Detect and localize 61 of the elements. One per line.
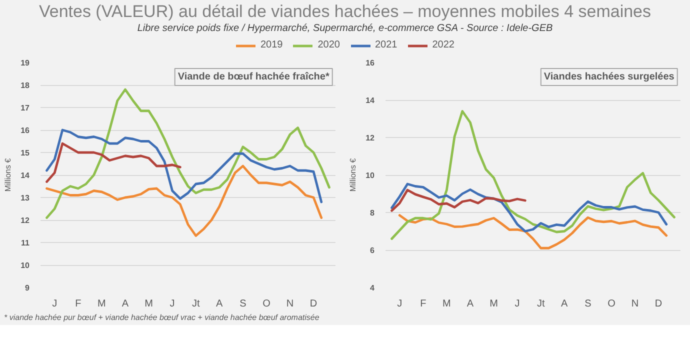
y-tick-label: 11 [21, 238, 30, 248]
x-tick-label: A [122, 298, 129, 310]
x-tick-label: A [466, 298, 474, 310]
line-series [390, 110, 676, 240]
line-series [46, 128, 323, 204]
legend-label: 2021 [375, 40, 398, 50]
y-tick-label: 16 [20, 126, 30, 135]
y-tick-label: 12 [366, 134, 376, 142]
x-tick-label: D [310, 298, 318, 310]
y-tick-label: 18 [20, 81, 30, 90]
y-tick-label: 4 [370, 284, 376, 292]
x-tick-label: A [216, 298, 224, 310]
x-tick-label: F [420, 298, 426, 310]
y-tick-label: 14 [366, 96, 376, 105]
x-tick-label: M [442, 298, 451, 310]
x-tick-label: J [397, 298, 402, 310]
y-tick-label: 8 [370, 208, 376, 218]
annotation: Viandes hachées surgelées [544, 72, 675, 82]
x-tick-label: F [75, 298, 82, 310]
x-tick-label: J [170, 298, 175, 310]
y-tick-label: 13 [20, 194, 30, 202]
legend-label: 2020 [318, 40, 340, 50]
x-tick-label: M [490, 298, 498, 310]
line-series [46, 88, 330, 219]
y-tick-label: 16 [366, 58, 376, 68]
x-tick-label: M [98, 298, 106, 310]
y-tick-label: 19 [20, 58, 30, 68]
x-tick-label: Jt [536, 298, 545, 310]
x-tick-label: N [286, 298, 294, 310]
x-tick-label: J [52, 298, 58, 310]
x-tick-label: J [514, 298, 520, 310]
y-tick-label: 14 [20, 171, 30, 180]
chart-title: Ventes (VALEUR) au détail de viandes hachées – moyennes mobiles 4 semaines [38, 1, 652, 23]
x-tick-label: Jt [192, 298, 200, 310]
line-series [390, 188, 526, 212]
line-series [398, 214, 668, 250]
y-tick-label: 6 [370, 246, 376, 255]
chart-subtitle: Libre service poids fixe / Hypermarché, Supermarché, e-commerce GSA - Source : Idele-GEB [137, 22, 553, 36]
y-axis-title: Millions € [4, 158, 13, 192]
line-series [46, 142, 182, 183]
line-series [390, 182, 668, 232]
x-tick-label: O [608, 298, 616, 310]
x-tick-label: O [262, 298, 271, 310]
x-tick-label: D [654, 298, 662, 310]
y-tick-label: 15 [20, 148, 30, 158]
legend-label: 2019 [260, 40, 283, 50]
x-tick-label: S [240, 298, 247, 310]
annotation: Viande de bœuf hachée fraîche* [178, 72, 330, 82]
y-tick-label: 10 [20, 261, 30, 270]
x-tick-label: A [561, 298, 568, 310]
y-tick-label: 12 [20, 216, 30, 225]
legend-label: 2022 [432, 40, 454, 50]
x-tick-label: N [631, 298, 639, 310]
y-tick-label: 17 [20, 104, 30, 112]
y-tick-label: 9 [25, 284, 30, 292]
y-tick-label: 10 [366, 171, 376, 180]
x-tick-label: S [584, 298, 592, 310]
x-tick-label: M [144, 298, 153, 310]
line-series [46, 164, 323, 237]
text: * viande hachée pur bœuf + viande hachée bœuf vrac + viande hachée bœuf aromatisée [4, 312, 320, 324]
y-axis-title: Millions € [348, 158, 358, 192]
